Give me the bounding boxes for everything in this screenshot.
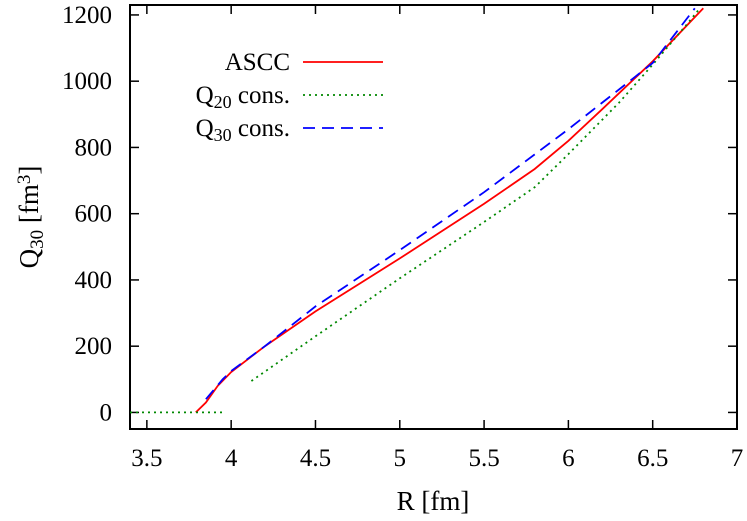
- y-tick-label: 0: [100, 399, 113, 426]
- y-tick-label: 200: [75, 333, 113, 360]
- x-tick-label: 6.5: [637, 445, 668, 472]
- legend-label-q30: Q30 cons.: [196, 115, 290, 145]
- series-line-ascc: [195, 7, 704, 414]
- y-tick-label: 400: [75, 267, 113, 294]
- x-tick-label: 5: [394, 445, 407, 472]
- y-tick-label: 1200: [62, 2, 112, 29]
- y-tick-label: 1000: [62, 68, 112, 95]
- series-line-q30: [205, 7, 696, 400]
- x-tick-label: 3.5: [131, 445, 162, 472]
- series-line-q20: [130, 7, 701, 414]
- y-tick-label: 800: [75, 134, 113, 161]
- legend: ASCC Q20 cons.Q30 cons.: [196, 49, 383, 145]
- series-lines: [130, 7, 704, 414]
- x-tick-label: 4.5: [300, 445, 331, 472]
- legend-label-q20: Q20 cons.: [196, 82, 290, 112]
- ticks: 3.5 4 4.5 5 5.5 6 6.5 7 0 200 400 600 800 1000 1200: [62, 2, 743, 472]
- x-tick-label: 5.5: [468, 445, 499, 472]
- x-tick-label: 6: [562, 445, 575, 472]
- plot-frame: [129, 4, 738, 430]
- y-axis-label: Q30 [fm3]: [14, 166, 48, 269]
- y-tick-label: 600: [75, 201, 113, 228]
- legend-label-ascc: ASCC: [225, 49, 290, 76]
- x-axis-label: R [fm]: [397, 486, 470, 516]
- x-tick-label: 7: [731, 445, 744, 472]
- x-tick-label: 4: [225, 445, 238, 472]
